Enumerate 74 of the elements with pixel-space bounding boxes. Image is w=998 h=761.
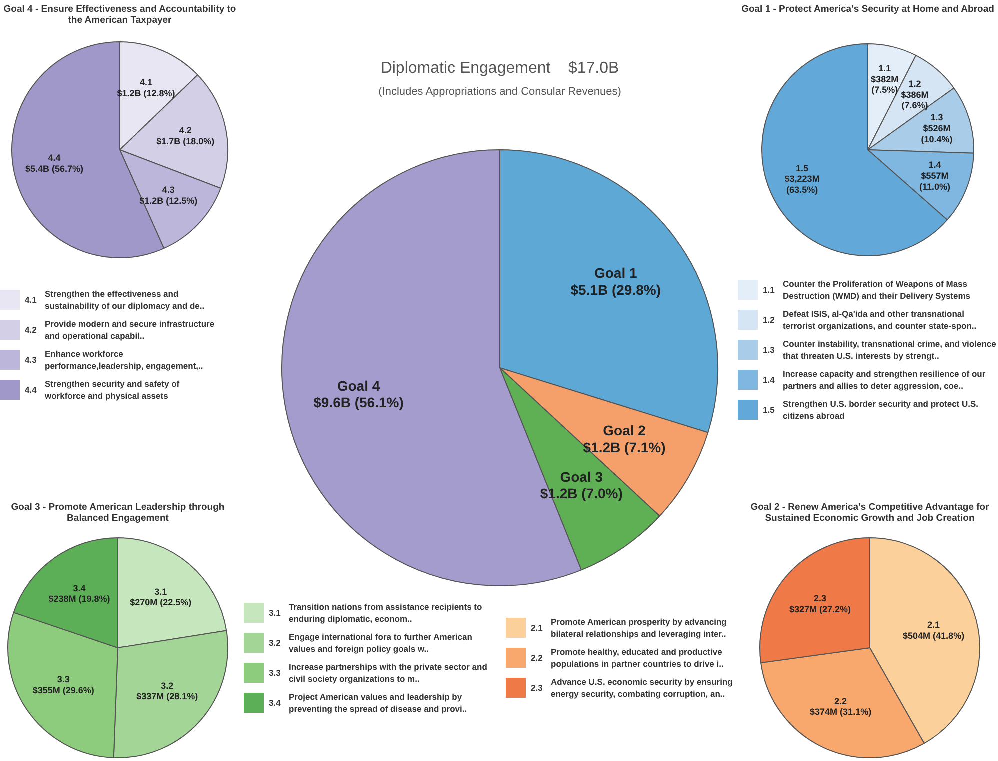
legend-label: 3.3: [269, 668, 282, 678]
text: Transition nations from assistance recipients to enduring diplomatic, econom..: [289, 601, 484, 625]
slice-label: 4.1: [140, 77, 152, 88]
slice-label: 1.2: [908, 79, 922, 90]
data-label: $355M (29.6%): [32, 685, 94, 696]
text: Defeat ISIS, al-Qa'ida and other transnational terrorist organizations, and counter state-spon..: [783, 308, 978, 332]
slice-label: Goal 1: [594, 265, 638, 282]
text: Counter the Proliferation of Weapons of Mass Destruction (WMD) and their Delivery Systems: [783, 278, 972, 302]
chart-title: Goal 2 - Renew America's Competitive Advantage for Sustained Economic Growth and Job Creation: [750, 502, 990, 526]
text: Provide modern and secure infrastructure and operational capabil..: [45, 318, 216, 342]
data-label: $374M (31.1%): [810, 707, 872, 718]
data-label: $5.1B (29.8%): [570, 282, 662, 298]
legend-label: 2.1: [531, 623, 544, 633]
data-label: $504M (41.8%): [903, 630, 965, 641]
slice-label: 1.4: [928, 160, 942, 170]
legend-label: 3.2: [269, 638, 282, 648]
legend-label: 2.3: [531, 683, 544, 693]
data-label: $382M (7.5%): [871, 74, 899, 96]
data-label: $327M (27.2%): [789, 604, 852, 615]
text: Enhance workforce performance,leadership, engagement,..: [45, 348, 204, 372]
data-label: $337M (28.1%): [136, 692, 198, 702]
data-label: $238M (19.8%): [48, 594, 110, 604]
legend-label: 3.4: [269, 698, 282, 708]
chart-subtitle: (Includes Appropriations and Consular Revenues): [378, 86, 622, 98]
slice-label: Goal 4: [337, 378, 380, 394]
slice-label: 3.2: [161, 680, 174, 691]
legend-label: 3.1: [269, 608, 282, 618]
legend-label: 4.3: [25, 355, 38, 365]
slice-label: 2.1: [928, 620, 940, 630]
legend-label: 1.4: [763, 375, 776, 385]
data-label: $1.7B (18.0%): [156, 136, 215, 147]
data-label: $557M (11.0%): [920, 171, 951, 192]
slice-label: 3.3: [57, 674, 70, 685]
data-label: $9.6B (56.1%): [314, 394, 404, 411]
legend-label: 1.1: [763, 285, 776, 295]
slice-label: 4.3: [162, 185, 175, 196]
text: Promote healthy, educated and productive populations in partner countries to drive i..: [551, 646, 725, 670]
legend-label: 4.2: [25, 325, 38, 335]
text: Counter instability, transnational crime, and violence that threaten U.S. interests by strengt..: [783, 338, 998, 362]
text: Strengthen security and safety of workforce and physical assets: [45, 378, 181, 402]
data-label: $5.4B (56.7%): [26, 164, 84, 174]
chart-title: Goal 1 - Protect America's Security at Home and Abroad: [742, 4, 994, 17]
text: Strengthen the effectiveness and sustainability of our diplomacy and de..: [45, 288, 206, 312]
legend-label: 2.2: [531, 653, 544, 663]
legend-label: 4.4: [25, 385, 38, 395]
text: Promote American prosperity by advancing bilateral relationships and leveraging inter..: [551, 616, 728, 640]
text: Increase capacity and strengthen resilience of our partners and allies to deter aggression, coe..: [783, 368, 987, 392]
slice-label: 3.4: [73, 583, 86, 594]
slice-label: 2.3: [814, 594, 827, 604]
data-label: $3,223M (63.5%): [784, 174, 820, 195]
legend-label: 1.2: [763, 315, 776, 325]
chart-title: Goal 3 - Promote American Leadership through Balanced Engagement: [10, 502, 226, 526]
slice-label: 3.1: [154, 586, 168, 597]
slice-label: 2.2: [834, 696, 848, 706]
slice-label: Goal 3: [560, 468, 604, 485]
data-label: $526M (10.4%): [921, 124, 953, 144]
text: Advance U.S. economic security by ensuring energy security, combating corruption, an..: [551, 676, 734, 700]
text: Engage international fora to further American values and foreign policy goals w..: [289, 631, 474, 655]
chart-title: Diplomatic Engagement $17.0B: [380, 60, 620, 78]
slice-label: 4.4: [48, 153, 61, 164]
slice-label: 1.5: [796, 163, 809, 174]
text: Increase partnerships with the private sector and civil society organizations to m..: [289, 661, 488, 685]
legend-label: 4.1: [25, 295, 38, 305]
slice-label: Goal 2: [603, 422, 646, 439]
slice-label: 4.2: [179, 126, 192, 136]
slice-label: 1.1: [878, 64, 892, 74]
chart-title: Goal 4 - Ensure Effectiveness and Accountability to the American Taxpayer: [2, 4, 238, 28]
text: Strengthen U.S. border security and protect U.S. citizens abroad: [783, 398, 980, 422]
legend-label: 1.3: [763, 345, 776, 355]
legend-label: 1.5: [763, 405, 776, 415]
slice-label: 1.3: [930, 112, 944, 123]
data-label: $386M (7.6%): [901, 90, 929, 111]
text: Project American values and leadership by preventing the spread of disease and provi..: [289, 691, 468, 715]
data-label: $270M (22.5%): [130, 598, 192, 608]
